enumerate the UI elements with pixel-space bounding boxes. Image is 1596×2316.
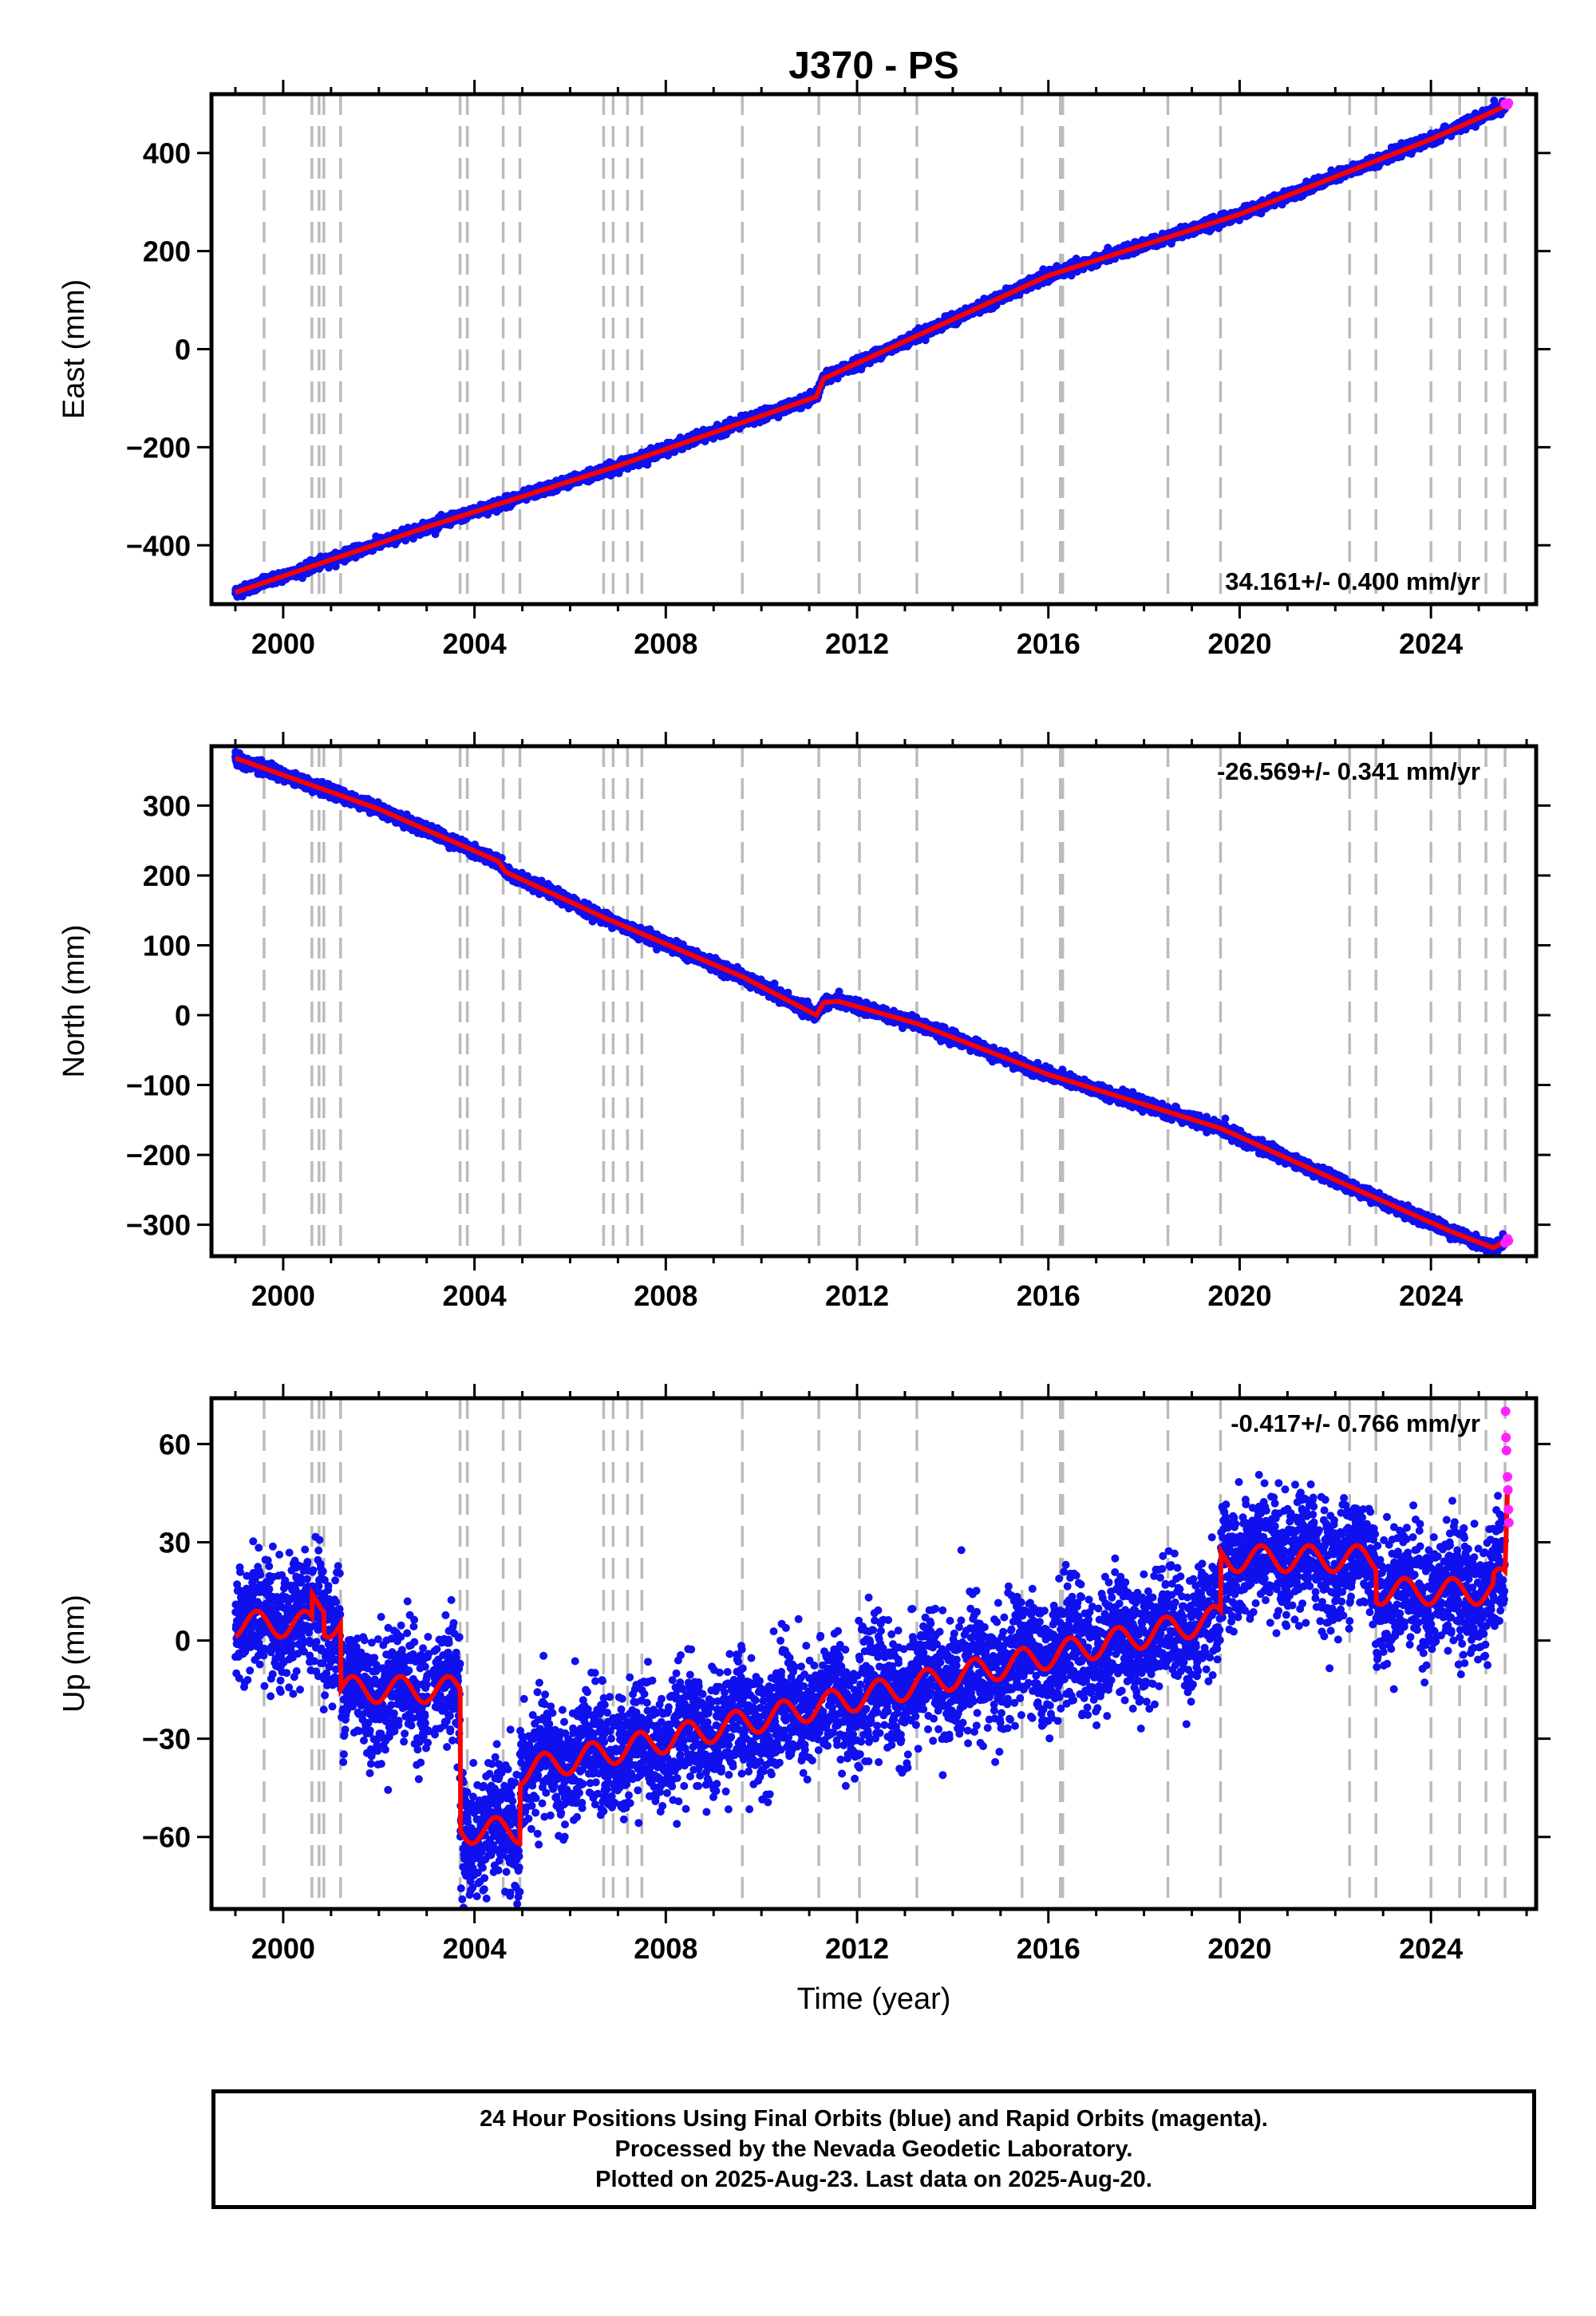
rate-annotation-east: 34.161+/- 0.400 mm/yr	[1225, 567, 1480, 595]
processing-info-box: 24 Hour Positions Using Final Orbits (bl…	[211, 2089, 1536, 2209]
rapid-orbit-point-up-1	[1501, 1433, 1511, 1443]
x-tick-label-up-2004: 2004	[443, 1932, 507, 1965]
figure-title: J370 - PS	[788, 45, 958, 87]
x-tick-label-up-2008: 2008	[634, 1932, 697, 1965]
y-tick-label-up--60: −60	[142, 1821, 191, 1854]
model-line-up	[234, 1492, 1510, 1846]
rapid-orbit-point-up-3	[1503, 1472, 1513, 1482]
x-tick-label-north-2012: 2012	[825, 1279, 889, 1312]
x-tick-label-east-2000: 2000	[251, 627, 315, 660]
y-tick-label-up-0: 0	[175, 1625, 191, 1658]
panel-up: 2000 2004 2008 2012 2016 2020 2024 −60 −30 0 30 60 U…	[57, 1384, 1551, 2016]
x-tick-label-north-2008: 2008	[634, 1279, 697, 1312]
x-tick-label-north-2004: 2004	[443, 1279, 507, 1312]
rapid-orbit-point-up-2	[1501, 1445, 1511, 1456]
y-tick-label-east-400: 400	[143, 137, 191, 170]
rapid-orbit-point-up-6	[1503, 1517, 1514, 1528]
x-tick-label-east-2016: 2016	[1017, 627, 1080, 660]
rapid-orbit-point-north-2	[1503, 1235, 1514, 1246]
final-orbit-scatter-east	[231, 97, 1509, 601]
rapid-orbit-point-up-5	[1503, 1504, 1514, 1515]
x-tick-label-up-2024: 2024	[1399, 1932, 1463, 1965]
x-tick-label-north-2024: 2024	[1399, 1279, 1463, 1312]
rate-annotation-north: -26.569+/- 0.341 mm/yr	[1217, 757, 1480, 785]
x-tick-label-east-2012: 2012	[825, 627, 889, 660]
rapid-orbit-point-east-2	[1503, 98, 1514, 109]
x-tick-label-east-2020: 2020	[1207, 627, 1271, 660]
y-tick-label-north-100: 100	[143, 929, 191, 962]
plot-frame-north	[209, 744, 1539, 1259]
x-tick-label-north-2000: 2000	[251, 1279, 315, 1312]
x-tick-label-north-2016: 2016	[1017, 1279, 1080, 1312]
y-axis-label-north: North (mm)	[57, 924, 91, 1077]
y-tick-label-up-60: 60	[159, 1428, 191, 1460]
y-tick-label-up-30: 30	[159, 1527, 191, 1559]
y-axis-label-up: Up (mm)	[57, 1595, 91, 1713]
panel-east: 2000 2004 2008 2012 2016 2020 2024 −400 −200 0 200…	[57, 80, 1551, 660]
chart-panels: 2000 2004 2008 2012 2016 2020 2024−400−2000200…	[57, 80, 1551, 2016]
x-tick-label-north-2020: 2020	[1207, 1279, 1271, 1312]
model-line-north	[234, 756, 1509, 1251]
x-tick-label-up-2020: 2020	[1207, 1932, 1271, 1965]
rapid-orbit-point-up-0	[1500, 1406, 1511, 1417]
y-tick-label-up--30: −30	[142, 1723, 191, 1756]
plot-frame-up	[209, 1396, 1539, 1911]
x-tick-label-up-2000: 2000	[251, 1932, 315, 1965]
x-tick-label-east-2024: 2024	[1399, 627, 1463, 660]
y-axis-label-east: East (mm)	[57, 279, 91, 419]
x-tick-label-east-2004: 2004	[443, 627, 507, 660]
x-axis-label-up: Time (year)	[797, 1982, 951, 2016]
x-tick-label-up-2016: 2016	[1017, 1932, 1080, 1965]
y-tick-label-east--400: −400	[126, 529, 191, 562]
final-orbit-scatter-up	[231, 1471, 1509, 1909]
y-tick-label-east-0: 0	[175, 334, 191, 366]
info-line-dates: Plotted on 2025-Aug-23. Last data on 202…	[595, 2167, 1152, 2192]
info-line-processor: Processed by the Nevada Geodetic Laborat…	[614, 2136, 1133, 2162]
info-line-orbits: 24 Hour Positions Using Final Orbits (bl…	[480, 2106, 1268, 2132]
y-tick-label-north--300: −300	[126, 1209, 191, 1242]
panel-north: 2000 2004 2008 2012 2016 2020 2024−300−200−100…	[57, 732, 1551, 1312]
y-tick-label-north-200: 200	[143, 860, 191, 892]
y-tick-label-north-300: 300	[143, 789, 191, 822]
model-line-east	[235, 103, 1507, 595]
y-tick-label-east-200: 200	[143, 235, 191, 268]
y-tick-label-north--100: −100	[126, 1069, 191, 1102]
y-tick-label-north-0: 0	[175, 999, 191, 1032]
final-orbit-points-east	[231, 97, 1509, 601]
y-tick-label-north--200: −200	[126, 1139, 191, 1172]
y-tick-label-east--200: −200	[126, 431, 191, 464]
rapid-orbit-point-up-4	[1503, 1484, 1513, 1495]
x-tick-label-up-2012: 2012	[825, 1932, 889, 1965]
x-tick-label-east-2008: 2008	[634, 627, 697, 660]
rate-annotation-up: -0.417+/- 0.766 mm/yr	[1231, 1409, 1480, 1437]
final-orbit-points-up	[231, 1471, 1509, 1909]
